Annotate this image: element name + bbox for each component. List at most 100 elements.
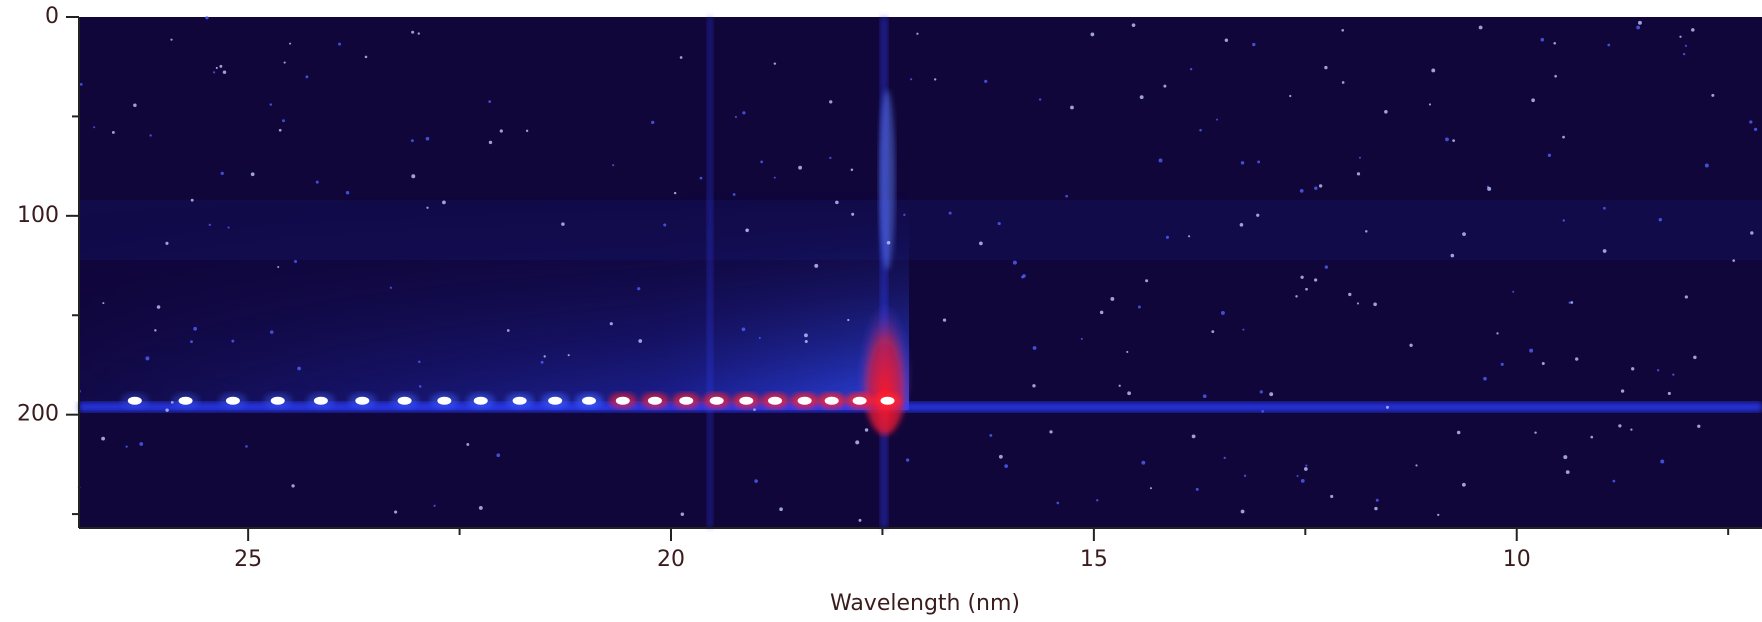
- noise-dot: [1189, 68, 1193, 71]
- noise-dot: [1684, 44, 1687, 47]
- noise-dot: [1431, 68, 1436, 73]
- noise-dot: [170, 38, 173, 41]
- noise-dot: [345, 191, 350, 195]
- noise-dot: [1223, 456, 1226, 460]
- noise-dot: [1096, 499, 1099, 502]
- noise-dot: [289, 42, 292, 45]
- noise-dot: [1314, 186, 1318, 190]
- noise-dot: [1220, 310, 1225, 315]
- noise-dot: [291, 484, 295, 488]
- noise-dot: [231, 339, 235, 343]
- y-tick-label: 200: [17, 402, 59, 427]
- noise-dot: [219, 64, 223, 68]
- noise-dot: [1660, 459, 1665, 464]
- noise-dot: [1118, 384, 1121, 387]
- edge-spike: [879, 90, 895, 270]
- noise-dot: [227, 226, 230, 229]
- noise-dot: [297, 366, 301, 371]
- noise-dot: [1658, 218, 1663, 222]
- noise-dot: [1562, 135, 1565, 139]
- noise-dot: [1127, 391, 1131, 396]
- noise-dot: [773, 176, 776, 179]
- noise-dot: [269, 103, 273, 106]
- noise-dot: [1630, 428, 1633, 431]
- harmonic: [355, 396, 370, 405]
- harmonic: [313, 396, 328, 405]
- noise-dot: [338, 42, 342, 46]
- harmonic: [880, 396, 895, 405]
- noise-dot: [1620, 389, 1625, 393]
- noise-dot: [1239, 223, 1244, 227]
- noise-dot: [1032, 346, 1037, 350]
- harmonic: [679, 396, 694, 405]
- noise-dot: [1428, 103, 1432, 106]
- noise-dot: [1131, 23, 1136, 27]
- noise-dot: [1070, 105, 1074, 110]
- noise-dot: [1137, 305, 1141, 309]
- noise-dot: [1452, 139, 1455, 143]
- noise-dot: [418, 385, 422, 388]
- noise-dot: [997, 221, 1001, 226]
- noise-dot: [753, 408, 756, 412]
- noise-dot: [220, 171, 224, 176]
- noise-dot: [102, 302, 105, 305]
- noise-dot: [139, 442, 144, 446]
- harmonic: [512, 396, 527, 405]
- x-tick-label: 10: [1503, 547, 1531, 572]
- noise-dot: [754, 479, 758, 483]
- noise-dot: [1099, 310, 1104, 315]
- noise-dot: [1365, 230, 1368, 233]
- noise-dot: [1750, 231, 1754, 235]
- noise-dot: [1531, 98, 1535, 103]
- noise-dot: [540, 360, 544, 364]
- harmonic: [437, 396, 452, 405]
- noise-dot: [149, 134, 152, 137]
- noise-dot: [1224, 38, 1229, 42]
- noise-dot: [1697, 424, 1701, 428]
- noise-dot: [1409, 343, 1413, 347]
- noise-dot: [1602, 249, 1607, 253]
- noise-dot: [433, 504, 436, 507]
- noise-dot: [1415, 464, 1418, 467]
- noise-dot: [1341, 28, 1345, 32]
- noise-dot: [282, 119, 285, 123]
- noise-dot: [1300, 275, 1304, 279]
- noise-dot: [1330, 494, 1334, 499]
- noise-dot: [506, 329, 510, 332]
- noise-dot: [466, 443, 470, 446]
- noise-dot: [154, 329, 157, 332]
- noise-dot: [442, 200, 446, 205]
- noise-dot: [193, 326, 197, 331]
- noise-dot: [903, 213, 906, 216]
- harmonic: [797, 396, 812, 405]
- noise-dot: [488, 140, 493, 145]
- noise-dot: [145, 356, 150, 361]
- noise-dot: [1541, 362, 1545, 366]
- noise-dot: [245, 445, 248, 448]
- noise-dot: [1375, 498, 1379, 502]
- noise-dot: [773, 62, 777, 65]
- noise-dot: [1356, 172, 1361, 176]
- noise-dot: [673, 191, 677, 195]
- noise-dot: [1305, 464, 1308, 467]
- noise-dot: [1554, 74, 1557, 78]
- noise-dot: [1500, 362, 1504, 366]
- noise-dot: [1667, 391, 1671, 396]
- noise-dot: [156, 305, 161, 309]
- noise-dot: [93, 126, 96, 129]
- harmonic: [824, 396, 839, 405]
- noise-dot: [1618, 424, 1622, 428]
- x-tick-label: 20: [657, 547, 685, 572]
- noise-dot: [835, 200, 839, 205]
- noise-dot: [1568, 301, 1571, 304]
- noise-dot: [998, 454, 1003, 459]
- noise-dot: [1590, 435, 1594, 439]
- noise-dot: [1318, 184, 1323, 188]
- noise-dot: [1149, 487, 1152, 490]
- noise-dot: [426, 206, 429, 209]
- noise-dot: [1090, 32, 1095, 37]
- noise-dot: [1257, 160, 1261, 164]
- noise-dot: [1289, 94, 1292, 98]
- noise-dot: [1163, 84, 1167, 88]
- plot-area: [77, 16, 1762, 528]
